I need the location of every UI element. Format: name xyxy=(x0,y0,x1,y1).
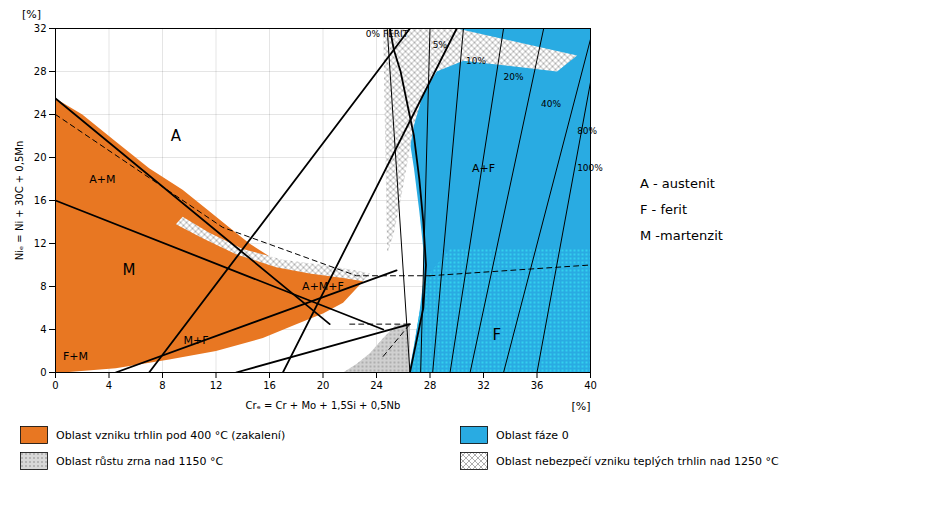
svg-text:16: 16 xyxy=(34,195,47,206)
svg-text:0: 0 xyxy=(40,367,46,378)
svg-text:80%: 80% xyxy=(577,126,597,136)
svg-text:40: 40 xyxy=(584,380,597,391)
svg-text:36: 36 xyxy=(531,380,544,391)
svg-text:24: 24 xyxy=(370,380,383,391)
svg-text:32: 32 xyxy=(477,380,490,391)
svg-text:24: 24 xyxy=(34,109,47,120)
svg-text:10%: 10% xyxy=(466,56,486,66)
svg-text:[%]: [%] xyxy=(571,400,590,413)
svg-text:12: 12 xyxy=(34,238,47,249)
html-text:Oblast vzniku trhlin pod 400 °: Oblast vzniku trhlin pod 400 °C (zakalen… xyxy=(56,428,286,442)
svg-text:Niₑ = Ni + 30C + 0,5Mn: Niₑ = Ni + 30C + 0,5Mn xyxy=(14,141,25,260)
svg-text:M+F: M+F xyxy=(183,334,208,347)
svg-text:32: 32 xyxy=(34,23,47,34)
svg-text:40%: 40% xyxy=(541,99,561,109)
svg-text:0: 0 xyxy=(52,380,58,391)
html-text:Oblast fáze 0: Oblast fáze 0 xyxy=(496,428,569,442)
svg-text:F: F xyxy=(493,326,502,344)
svg-text:M: M xyxy=(123,261,136,279)
svg-text:0% FERIT: 0% FERIT xyxy=(365,28,409,39)
svg-text:20%: 20% xyxy=(504,72,524,82)
svg-text:A+M+F: A+M+F xyxy=(302,280,344,293)
svg-text:8: 8 xyxy=(159,380,165,391)
svg-text:4: 4 xyxy=(106,380,112,391)
svg-text:Crₑ = Cr + Mo + 1,5Si + 0,5Nb: Crₑ = Cr + Mo + 1,5Si + 0,5Nb xyxy=(246,400,401,411)
svg-text:28: 28 xyxy=(34,66,47,77)
svg-text:A+M: A+M xyxy=(89,173,115,186)
svg-text:[%]: [%] xyxy=(22,8,41,21)
html-text:Oblast nebezpečí vzniku teplýc: Oblast nebezpečí vzniku teplých trhlin n… xyxy=(496,454,779,468)
svg-text:F+M: F+M xyxy=(63,350,88,363)
svg-text:8: 8 xyxy=(40,281,46,292)
svg-text:20: 20 xyxy=(317,380,330,391)
html-text:Oblast růstu zrna nad 1150 °C: Oblast růstu zrna nad 1150 °C xyxy=(56,454,224,468)
svg-text:A+F: A+F xyxy=(472,162,495,175)
svg-text:16: 16 xyxy=(263,380,276,391)
svg-text:100%: 100% xyxy=(577,163,603,174)
html-text:A - austenit F - ferit M -mart: A - austenit F - ferit M -martenzit xyxy=(640,176,723,243)
svg-text:4: 4 xyxy=(40,324,46,335)
svg-text:A: A xyxy=(171,127,182,145)
svg-text:20: 20 xyxy=(34,152,47,163)
svg-text:12: 12 xyxy=(210,380,223,391)
svg-text:5%: 5% xyxy=(433,40,448,50)
svg-text:28: 28 xyxy=(424,380,437,391)
